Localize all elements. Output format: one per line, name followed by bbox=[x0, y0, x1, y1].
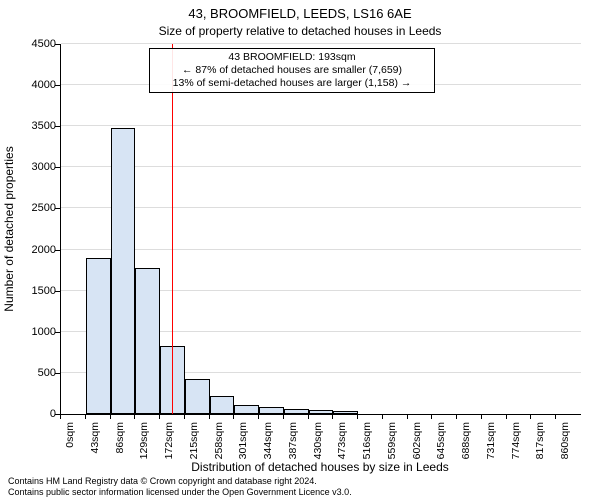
annotation-line1: 43 BROOMFIELD: 193sqm bbox=[154, 51, 430, 64]
histogram-bar bbox=[333, 411, 358, 414]
footer-line2: Contains public sector information licen… bbox=[8, 487, 352, 497]
histogram-bar bbox=[234, 405, 259, 414]
y-tick-label: 1500 bbox=[6, 285, 56, 297]
chart-title: 43, BROOMFIELD, LEEDS, LS16 6AE bbox=[0, 6, 600, 21]
chart-subtitle: Size of property relative to detached ho… bbox=[0, 24, 600, 38]
y-tick-label: 2000 bbox=[6, 244, 56, 256]
y-tick-label: 500 bbox=[6, 367, 56, 379]
y-tick-label: 2500 bbox=[6, 202, 56, 214]
gridline bbox=[61, 125, 581, 126]
plot-area: 43 BROOMFIELD: 193sqm ← 87% of detached … bbox=[60, 44, 581, 415]
y-tick-label: 0 bbox=[6, 408, 56, 420]
y-tick-label: 4500 bbox=[6, 38, 56, 50]
y-tick-label: 3000 bbox=[6, 161, 56, 173]
footer-line1: Contains HM Land Registry data © Crown c… bbox=[8, 476, 352, 486]
y-axis-label: Number of detached properties bbox=[2, 44, 16, 414]
histogram-bar bbox=[185, 379, 210, 414]
annotation-line2: ← 87% of detached houses are smaller (7,… bbox=[154, 64, 430, 77]
annotation-line3: 13% of semi-detached houses are larger (… bbox=[154, 77, 430, 90]
y-tick-label: 3500 bbox=[6, 120, 56, 132]
chart-page: 43, BROOMFIELD, LEEDS, LS16 6AE Size of … bbox=[0, 0, 600, 500]
histogram-bar bbox=[309, 410, 334, 414]
marker-line bbox=[172, 44, 173, 414]
annotation-box: 43 BROOMFIELD: 193sqm ← 87% of detached … bbox=[149, 48, 435, 93]
gridline bbox=[61, 166, 581, 167]
histogram-bar bbox=[86, 258, 111, 414]
x-axis-label: Distribution of detached houses by size … bbox=[60, 460, 580, 474]
histogram-bar bbox=[284, 409, 309, 414]
histogram-bar bbox=[135, 268, 160, 414]
gridline bbox=[61, 249, 581, 250]
histogram-bar bbox=[259, 407, 284, 414]
histogram-bar bbox=[111, 128, 136, 414]
y-tick-label: 1000 bbox=[6, 326, 56, 338]
gridline bbox=[61, 43, 581, 44]
y-tick-label: 4000 bbox=[6, 79, 56, 91]
histogram-bar bbox=[210, 396, 235, 414]
footer: Contains HM Land Registry data © Crown c… bbox=[8, 476, 352, 497]
plot-inner bbox=[61, 44, 581, 414]
gridline bbox=[61, 207, 581, 208]
